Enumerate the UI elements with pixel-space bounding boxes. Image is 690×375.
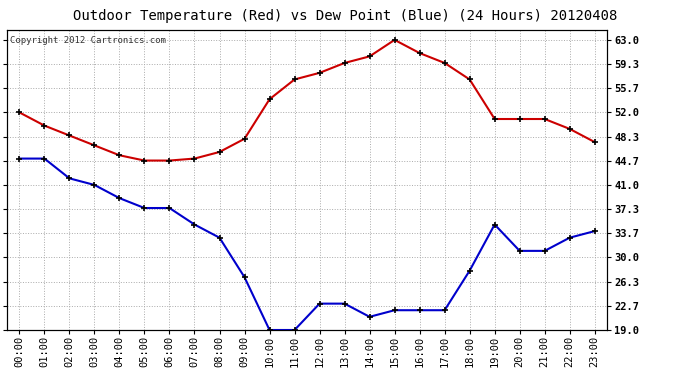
Text: Outdoor Temperature (Red) vs Dew Point (Blue) (24 Hours) 20120408: Outdoor Temperature (Red) vs Dew Point (… (73, 9, 617, 23)
Text: Copyright 2012 Cartronics.com: Copyright 2012 Cartronics.com (10, 36, 166, 45)
